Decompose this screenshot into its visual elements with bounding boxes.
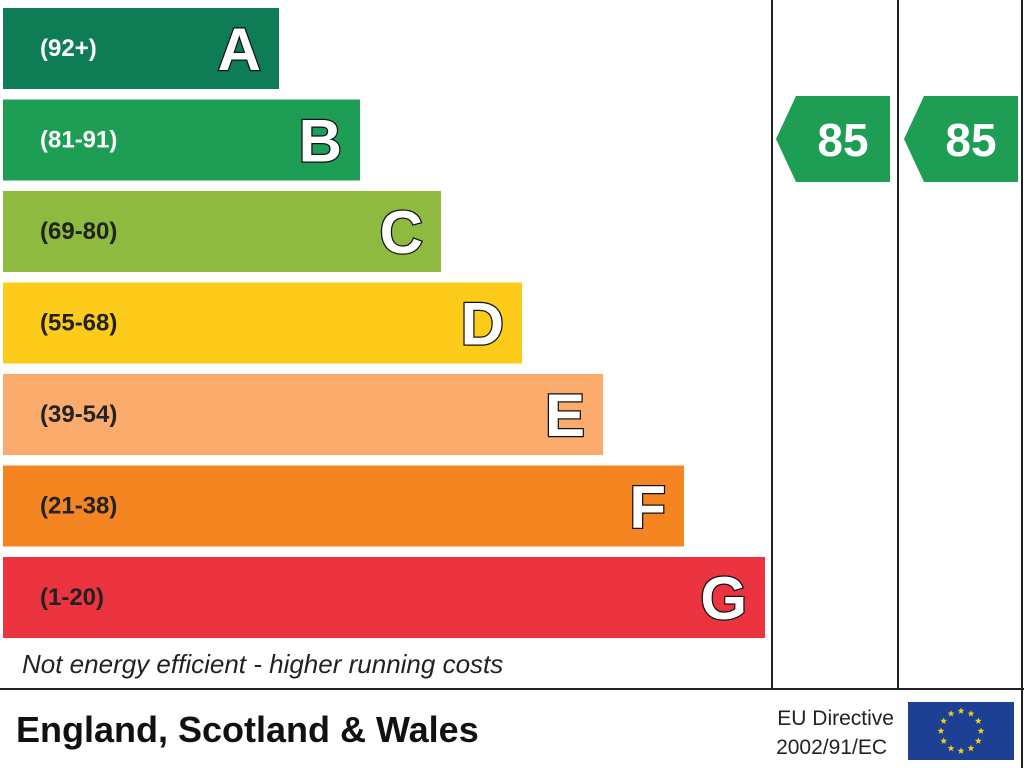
directive-label-line-2: 2002/91/EC: [776, 736, 887, 759]
band-c-range: (69-80): [40, 218, 117, 245]
eu-flag-star: [937, 727, 945, 734]
band-e-range: (39-54): [40, 401, 117, 428]
band-f-range: (21-38): [40, 493, 117, 520]
potential-rating-arrow: [904, 96, 1018, 182]
band-c-letter: C: [380, 199, 423, 266]
eu-flag-star: [977, 727, 985, 734]
current-potential-ratings: 85 85: [776, 96, 1018, 182]
band-d-range: (55-68): [40, 310, 117, 337]
eu-flag-star: [974, 717, 982, 724]
eu-flag-star: [967, 710, 975, 717]
eu-flag-star: [957, 707, 965, 714]
band-b-bar: [3, 99, 360, 181]
band-d-letter: D: [461, 291, 504, 358]
band-e-bar: [3, 374, 603, 455]
eu-flag-star: [957, 747, 965, 754]
potential-rating-value: 85: [945, 114, 996, 166]
band-b-letter: B: [299, 108, 342, 175]
band-a-bar: [3, 8, 279, 89]
region-label: England, Scotland & Wales: [16, 709, 479, 750]
band-a-range: (92+): [40, 35, 97, 62]
band-f-bar: [3, 465, 684, 547]
eu-flag-star: [940, 717, 948, 724]
eu-flag-star: [940, 737, 948, 744]
band-d-bar: [3, 282, 522, 364]
band-b-range: (81-91): [40, 127, 117, 154]
band-g-range: (1-20): [40, 584, 104, 611]
band-g-letter: G: [700, 565, 747, 632]
eu-flag-star: [974, 737, 982, 744]
current-rating-value: 85: [817, 114, 868, 166]
eu-flag-star: [967, 744, 975, 752]
directive-label-line-1: EU Directive: [777, 707, 894, 730]
current-rating-arrow: [776, 96, 890, 182]
band-c-bar: [3, 191, 441, 272]
footnote-text: Not energy efficient - higher running co…: [22, 649, 503, 679]
band-e-letter: E: [545, 382, 585, 449]
eu-flag-star: [947, 744, 955, 752]
band-f-letter: F: [629, 474, 666, 541]
band-g-bar: [3, 557, 765, 638]
band-a-letter: A: [218, 16, 261, 83]
eu-flag-star: [947, 710, 955, 717]
eu-flag-icon: [908, 702, 1014, 760]
rating-bands: (92+) A (81-91) B (69-80) C (55-68) D (39-54) E (2…: [3, 8, 765, 638]
